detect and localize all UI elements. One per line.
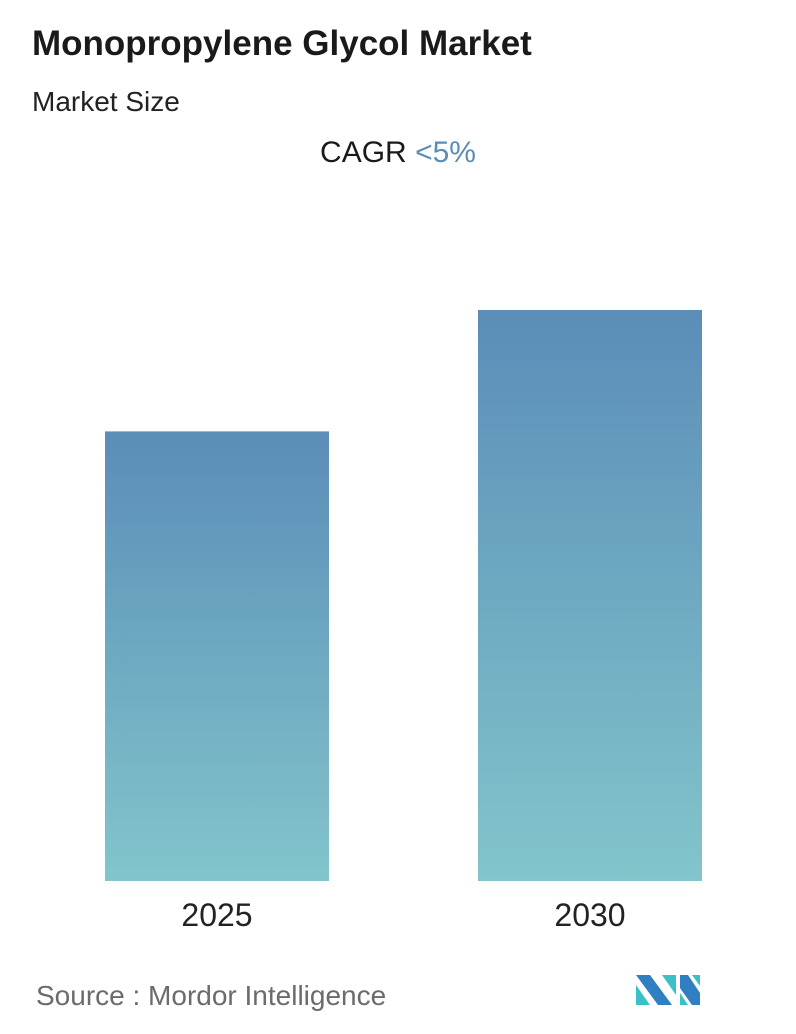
source-text: Source : Mordor Intelligence	[36, 980, 387, 1011]
chart-title: Monopropylene Glycol Market	[32, 24, 532, 63]
chart-subtitle: Market Size	[32, 86, 180, 117]
cagr-label: CAGR <5%	[0, 136, 796, 170]
bar-2030	[478, 310, 702, 881]
x-tick-label: 2030	[554, 897, 625, 933]
x-tick-label: 2025	[181, 897, 252, 933]
bar-2025	[105, 431, 329, 881]
cagr-value: <5%	[415, 136, 476, 169]
cagr-text: CAGR	[320, 136, 407, 169]
mordor-logo	[636, 975, 700, 1005]
